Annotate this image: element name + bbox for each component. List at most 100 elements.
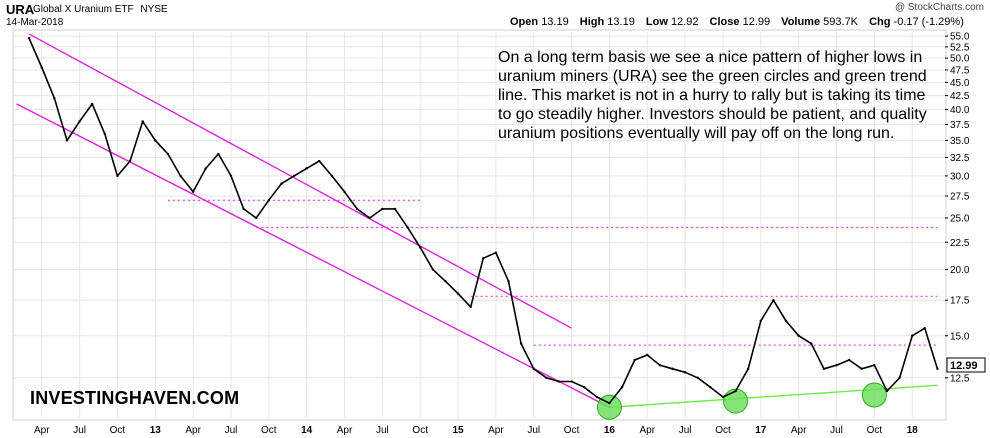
price-point	[368, 216, 371, 220]
price-point	[810, 342, 813, 345]
y-tick-label: 52.5	[950, 42, 970, 53]
y-tick-label: 27.5	[950, 191, 970, 202]
x-tick-label: Oct	[867, 425, 883, 436]
x-tick-label: 14	[301, 425, 313, 436]
price-point	[27, 37, 31, 40]
price-point	[305, 167, 308, 170]
price-point	[658, 364, 662, 367]
low-value: 12.92	[670, 16, 699, 28]
price-series	[27, 37, 939, 405]
price-point	[393, 207, 397, 211]
price-point	[191, 190, 195, 194]
close-label: Close	[709, 16, 740, 28]
last-price-tag: 12.99	[946, 357, 986, 373]
x-tick-label: Oct	[412, 425, 428, 436]
y-tick-label: 35.0	[950, 136, 970, 147]
price-point	[873, 364, 876, 367]
open-label: Open	[510, 16, 539, 28]
price-point	[217, 152, 220, 156]
chg-value: -0.17 (-1.29%)	[893, 16, 964, 28]
price-point	[923, 326, 927, 330]
price-point	[734, 389, 737, 393]
price-point	[633, 358, 636, 362]
channel-lower-line	[16, 103, 610, 408]
price-point	[419, 246, 422, 249]
copyright: @ StockCharts.com	[894, 2, 984, 13]
higher-low-circle	[596, 394, 622, 420]
fund-name: Global X Uranium ETF	[33, 4, 134, 15]
brand-watermark: INVESTINGHAVEN.COM	[30, 388, 240, 408]
price-point	[406, 226, 409, 229]
price-point	[444, 280, 447, 283]
price-point	[242, 207, 245, 211]
price-point	[570, 380, 573, 383]
y-tick-label: 12.5	[950, 373, 970, 384]
x-tick-label: Jul	[376, 425, 389, 436]
y-tick-label: 17.5	[950, 296, 970, 307]
y-tick-label: 50.0	[950, 54, 970, 65]
low-label: Low	[645, 16, 668, 28]
x-tick-label: Apr	[488, 425, 504, 436]
ohlc-bar: Open 13.19 High 13.19 Low 12.92 Close 12…	[510, 16, 972, 28]
price-point	[381, 207, 384, 211]
y-tick-label: 40.0	[950, 105, 970, 116]
y-tick-label: 32.5	[950, 153, 970, 164]
x-tick-label: Oct	[564, 425, 580, 436]
price-point	[911, 334, 914, 337]
x-tick-label: Apr	[791, 425, 807, 436]
price-point	[53, 97, 56, 100]
price-point	[898, 376, 901, 379]
x-tick-label: Apr	[640, 425, 656, 436]
x-tick-label: Oct	[715, 425, 731, 436]
x-tick-label: 13	[150, 425, 162, 436]
x-tick-label: Apr	[185, 425, 201, 436]
y-tick-label: 15.0	[950, 331, 970, 342]
high-label: High	[579, 16, 605, 28]
price-point	[860, 367, 863, 370]
y-tick-label: 30.0	[950, 171, 970, 182]
price-point	[166, 152, 170, 156]
price-point	[608, 401, 611, 405]
price-point	[646, 353, 649, 357]
chart-date: 14-Mar-2018	[6, 17, 64, 28]
price-point	[721, 395, 725, 399]
price-point	[797, 334, 800, 337]
price-point	[835, 364, 838, 367]
price-point	[267, 199, 271, 202]
price-point	[128, 159, 132, 163]
price-point	[507, 280, 510, 283]
price-point	[772, 299, 775, 302]
x-tick-label: 18	[907, 425, 919, 436]
y-tick-label: 20.0	[950, 265, 970, 276]
price-point	[292, 174, 296, 178]
price-point	[532, 367, 535, 370]
price-point	[78, 120, 81, 123]
price-point	[103, 132, 107, 136]
volume-label: Volume	[781, 16, 821, 28]
x-tick-label: Jul	[679, 425, 692, 436]
price-point	[696, 376, 699, 379]
price-point	[456, 292, 460, 295]
x-tick-label: 16	[604, 425, 616, 436]
x-tick-label: Oct	[261, 425, 277, 436]
price-point	[482, 256, 485, 260]
higher-low-circle	[861, 382, 887, 408]
price-point	[280, 182, 283, 185]
price-point	[204, 167, 207, 170]
price-point	[229, 174, 233, 178]
price-point	[936, 367, 939, 370]
price-point	[494, 251, 498, 254]
price-point	[91, 102, 94, 106]
price-point	[759, 319, 763, 323]
x-tick-label: Jul	[73, 425, 86, 436]
ticker-name: Global X Uranium ETF NYSE	[33, 4, 168, 15]
grid	[14, 32, 945, 418]
x-tick-label: Oct	[110, 425, 126, 436]
y-tick-label: 25.0	[950, 213, 970, 224]
price-point	[255, 216, 258, 220]
price-point	[141, 120, 144, 123]
y-tick-label: 55.0	[950, 32, 970, 43]
higher-low-circles	[596, 382, 887, 420]
volume-value: 593.7K	[823, 16, 859, 28]
x-tick-label: Jul	[225, 425, 238, 436]
